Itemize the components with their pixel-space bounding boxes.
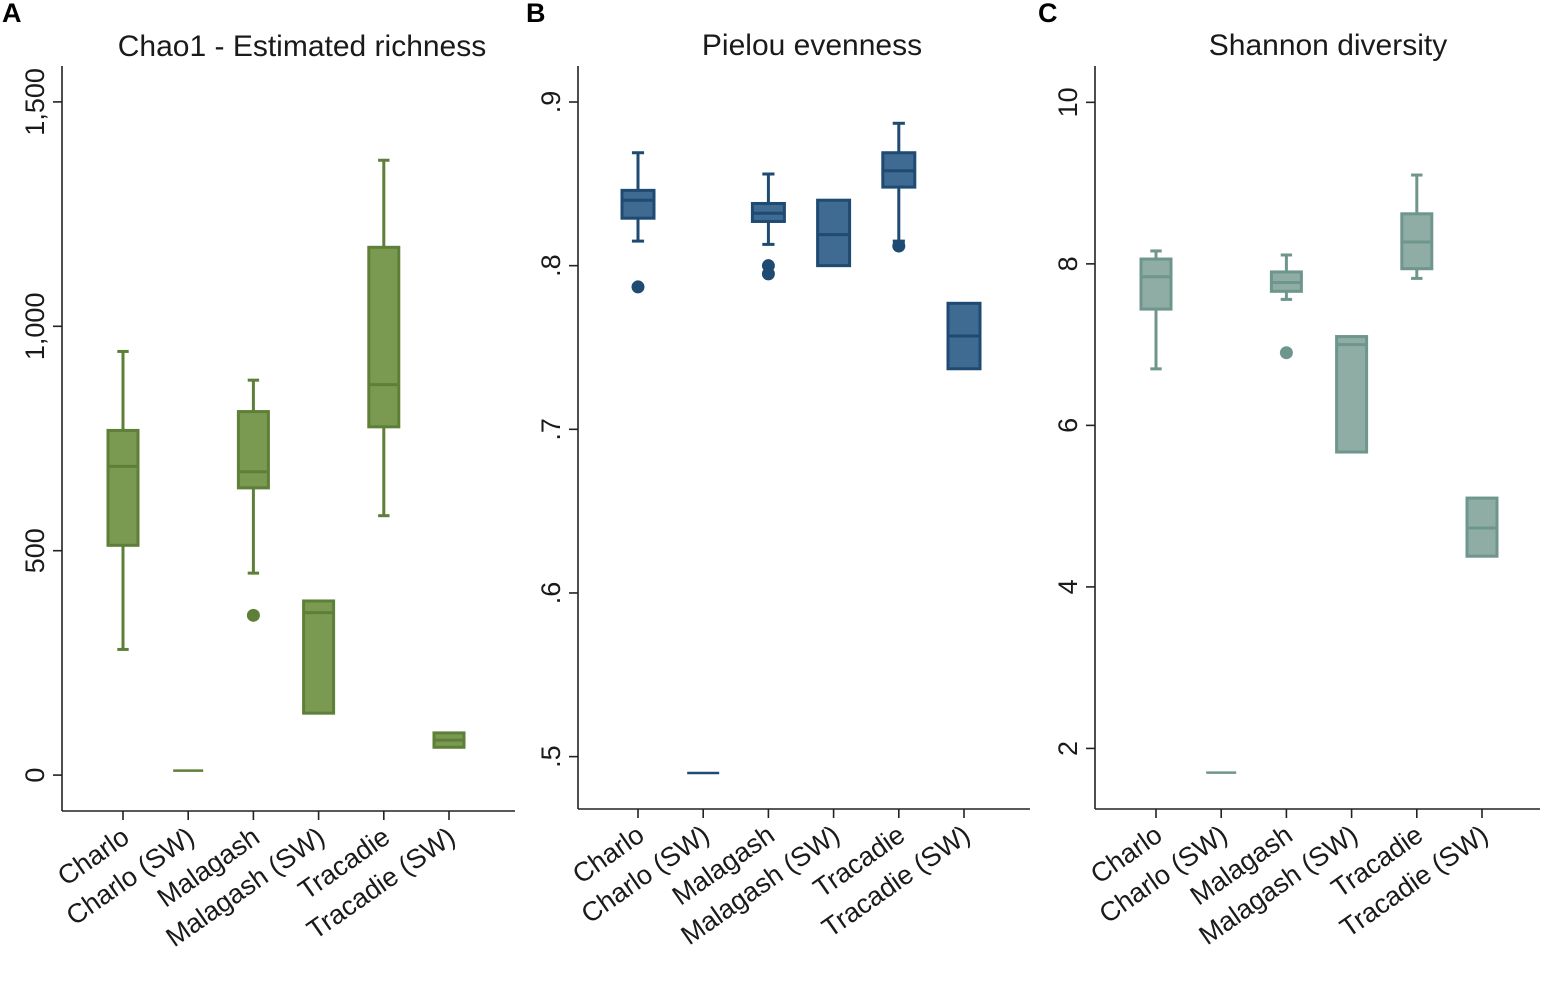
y-tick-label: 500 <box>20 528 50 573</box>
y-tick-label: .9 <box>536 91 566 114</box>
box-iqr <box>1335 335 1369 454</box>
box-tracadie <box>881 121 917 253</box>
panel-pielou-evenness: B Pielou evenness .5.6.7.8.9CharloCharlo… <box>526 0 1030 951</box>
box-charlo <box>106 349 140 651</box>
y-tick-label: 2 <box>1053 741 1083 756</box>
box-malagash <box>236 378 270 622</box>
y-tick-label: 10 <box>1053 87 1083 117</box>
box-tracadie-sw <box>1465 496 1499 558</box>
box-charlo <box>1139 249 1173 371</box>
box-iqr <box>302 599 336 715</box>
panel-title-chao1: Chao1 - Estimated richness <box>118 30 487 63</box>
box-malagash-sw <box>302 599 336 715</box>
y-tick-label: 1,500 <box>20 68 50 136</box>
outlier-point <box>761 267 775 281</box>
box-tracadie <box>367 158 401 518</box>
y-tick-label: .5 <box>536 745 566 768</box>
box-charlo <box>620 151 656 294</box>
box-iqr <box>620 188 656 220</box>
y-tick-label: 8 <box>1053 256 1083 271</box>
y-tick-label: .6 <box>536 582 566 605</box>
outlier-point <box>1279 346 1293 360</box>
y-tick-label: 4 <box>1053 579 1083 594</box>
panel-letter-c: C <box>1038 0 1058 28</box>
box-iqr <box>1139 257 1173 311</box>
box-malagash <box>1269 253 1303 360</box>
box-malagash <box>750 172 786 281</box>
box-tracadie <box>1400 173 1434 280</box>
outlier-point <box>246 608 260 622</box>
outlier-point <box>892 239 906 253</box>
panel-chao1-richness: A Chao1 - Estimated richness 0 500 1,000 1,… <box>2 0 515 953</box>
box-malagash-sw <box>816 198 852 268</box>
box-iqr <box>816 198 852 268</box>
panel-title-pielou: Pielou evenness <box>702 29 922 62</box>
y-tick-label: .7 <box>536 418 566 441</box>
panel-letter-b: B <box>526 0 546 28</box>
box-tracadie-sw <box>432 731 466 749</box>
panel-letter-a: A <box>2 0 22 28</box>
y-tick-label: 0 <box>20 768 50 783</box>
box-tracadie-sw <box>946 301 982 371</box>
box-malagash-sw <box>1335 335 1369 454</box>
y-tick-label: 1,000 <box>20 293 50 361</box>
box-iqr <box>106 428 140 547</box>
y-tick-label: .8 <box>536 254 566 277</box>
panel-title-shannon: Shannon diversity <box>1209 29 1447 62</box>
box-iqr <box>236 410 270 490</box>
y-tick-label: 6 <box>1053 418 1083 433</box>
outlier-point <box>631 280 645 294</box>
box-iqr <box>367 245 401 429</box>
